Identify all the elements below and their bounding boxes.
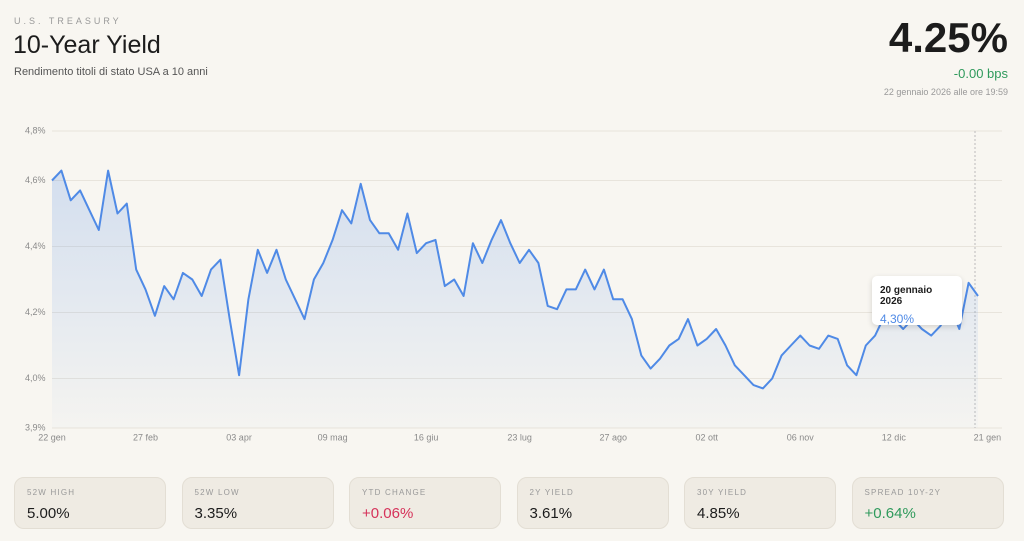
stat-card: SPREAD 10Y-2Y +0.64% (851, 477, 1004, 529)
y-tick-label: 3,9% (25, 422, 46, 432)
x-tick-label: 16 giu (414, 432, 439, 442)
stat-card: 52W LOW 3.35% (181, 477, 334, 529)
stat-card: YTD CHANGE +0.06% (349, 477, 501, 529)
y-tick-label: 4,2% (25, 307, 46, 317)
eyebrow: U.S. TREASURY (14, 16, 122, 26)
y-tick-label: 4,4% (25, 241, 46, 251)
stat-value: 3.61% (529, 505, 573, 522)
stat-card: 2Y YIELD 3.61% (516, 477, 669, 529)
price: 4.25% (888, 14, 1008, 61)
subtitle: Rendimento titoli di stato USA a 10 anni (14, 66, 208, 78)
stat-label: 52W LOW (194, 488, 240, 497)
area (52, 170, 978, 428)
x-tick-label: 21 gen (974, 432, 1002, 442)
x-tick-label: 23 lug (507, 432, 532, 442)
y-tick-label: 4,0% (25, 373, 46, 383)
stat-label: YTD CHANGE (362, 488, 427, 497)
stat-value: 4.85% (697, 505, 740, 522)
stat-label: 30Y YIELD (697, 488, 748, 497)
stat-value: 3.35% (194, 505, 238, 522)
title: 10-Year Yield (13, 31, 161, 59)
line (51, 169, 979, 390)
stat-value: +0.64% (864, 505, 916, 522)
x-tick-label: 03 apr (226, 432, 252, 442)
tooltip-value: 4,30% (880, 312, 915, 326)
chart: 3,9% 4,0% 4,2% 4,4% 4,6% 4,8% 22 gen 27 feb 03 a… (25, 125, 1002, 442)
x-tick-label: 09 mag (318, 432, 348, 442)
x-tick-label: 22 gen (38, 432, 66, 442)
stat-value: +0.06% (362, 505, 414, 522)
stat-card: 52W HIGH 5.00% (14, 477, 166, 529)
x-tick-label: 02 ott (695, 432, 718, 442)
change: -0.00 bps (953, 66, 1008, 81)
x-tick-label: 27 ago (599, 432, 627, 442)
y-tick-label: 4,6% (25, 175, 46, 185)
stat-card: 30Y YIELD 4.85% (684, 477, 836, 529)
timestamp: 22 gennaio 2026 alle ore 19:59 (883, 87, 1008, 97)
tooltip: 20 gennaio 2026 4,30% (872, 276, 962, 326)
stat-label: 52W HIGH (27, 488, 76, 497)
tooltip-date: 20 gennaio 2026 (880, 285, 933, 307)
x-tick-label: 12 dic (882, 432, 907, 442)
x-tick-label: 27 feb (133, 432, 158, 442)
stat-label: SPREAD 10Y-2Y (864, 488, 942, 497)
stat-value: 5.00% (27, 505, 70, 522)
x-tick-label: 06 nov (787, 432, 815, 442)
y-tick-label: 4,8% (25, 125, 46, 135)
stat-label: 2Y YIELD (529, 488, 574, 497)
